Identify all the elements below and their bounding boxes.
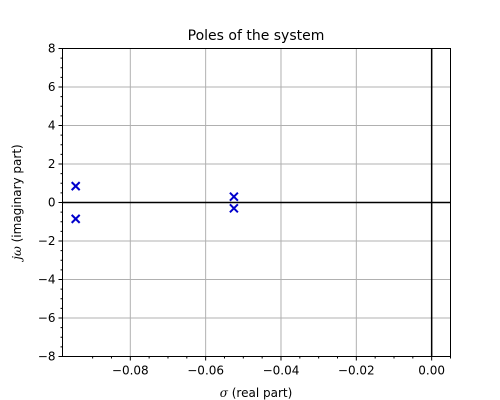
chart-title: Poles of the system <box>188 28 325 44</box>
y-tick-label: −4 <box>38 273 56 287</box>
y-tick-label: 8 <box>48 42 56 56</box>
y-tick-label: 4 <box>48 119 56 133</box>
pole-marker <box>70 214 81 224</box>
y-axis-label: jω (imaginary part) <box>10 144 24 262</box>
pole-marker <box>229 192 239 202</box>
pole-marker <box>229 203 239 213</box>
zero-lines <box>62 48 451 357</box>
y-tick-label: −8 <box>38 350 56 364</box>
y-tick-label: −2 <box>38 234 56 248</box>
x-tick-label: −0.04 <box>263 364 300 378</box>
y-tick-label: 6 <box>48 80 56 94</box>
y-tick-label: 0 <box>48 196 56 210</box>
pole-marker <box>70 181 81 191</box>
x-tick-label: −0.02 <box>338 364 375 378</box>
y-tick-label: 2 <box>48 157 56 171</box>
pole-markers <box>70 181 239 224</box>
x-tick-label: −0.06 <box>187 364 224 378</box>
axis-ticks: −0.08 −0.06 −0.04 −0.02 0.00 −8 −6 −4 −2 0 2 4 6 8 <box>38 42 451 378</box>
x-axis-label: σ (real part) <box>220 386 293 400</box>
y-axis-symbol: jω <box>10 246 24 263</box>
y-tick-label: −6 <box>38 311 56 325</box>
x-tick-label: −0.08 <box>112 364 149 378</box>
x-tick-label: 0.00 <box>418 364 445 378</box>
y-axis-text: (imaginary part) <box>10 144 24 246</box>
x-axis-text: (real part) <box>228 386 292 400</box>
x-axis-symbol: σ <box>220 386 229 400</box>
